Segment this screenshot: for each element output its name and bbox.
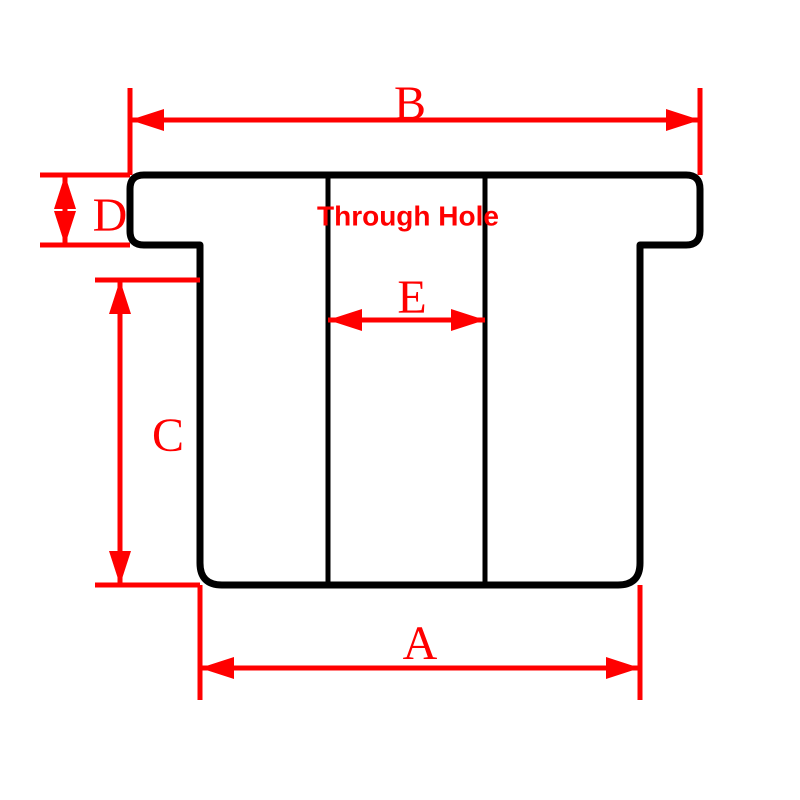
dimension-diagram: B A E D C Through Hole xyxy=(0,0,800,800)
dim-label-c: C xyxy=(152,409,184,462)
dim-label-a: A xyxy=(403,617,438,670)
through-hole-annotation: Through Hole xyxy=(317,200,499,231)
dim-label-e: E xyxy=(397,271,426,324)
dimensions xyxy=(40,88,700,700)
part-outline xyxy=(130,175,700,585)
dim-label-b: B xyxy=(394,77,426,130)
dim-label-d: D xyxy=(93,189,128,242)
